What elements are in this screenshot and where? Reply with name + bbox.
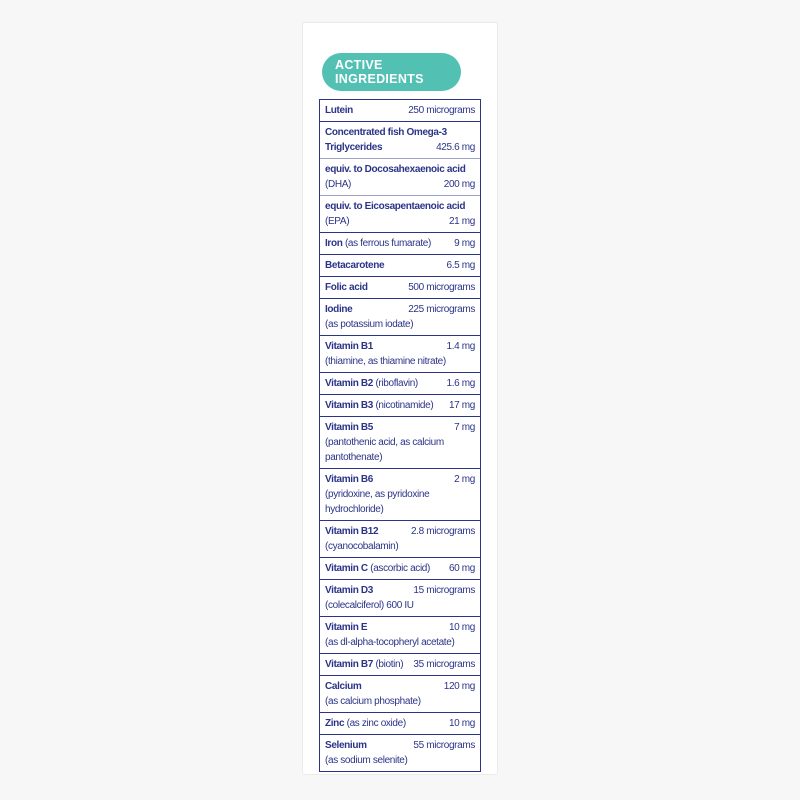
table-row: Vitamin D3 15 micrograms (colecalciferol)… [320, 579, 480, 616]
active-ingredients-badge: ACTIVE INGREDIENTS [322, 53, 461, 91]
ingredient-name: Vitamin B6 [325, 474, 373, 485]
ingredient-note: (as zinc oxide) [346, 718, 407, 729]
ingredient-note: (pyridoxine, as pyridoxine hydrochloride… [325, 489, 430, 515]
table-row: Calcium 120 mg (as calcium phosphate) [320, 675, 480, 712]
ingredient-name: Vitamin C [325, 563, 368, 574]
table-row: Vitamin B2 (riboflavin) 1.6 mg [320, 372, 480, 394]
ingredient-amount: 2 mg [454, 474, 475, 485]
ingredient-note: (as potassium iodate) [325, 319, 414, 330]
table-row: Vitamin B3 (nicotinamide) 17 mg [320, 394, 480, 416]
ingredient-note: (ascorbic acid) [370, 563, 431, 574]
ingredient-note: (as dl-alpha-tocopheryl acetate) [325, 637, 455, 648]
ingredient-amount: 200 mg [443, 179, 476, 190]
ingredient-note: (as sodium selenite) [325, 755, 408, 766]
table-row: Selenium 55 micrograms (as sodium selenit… [320, 734, 480, 771]
table-row: Vitamin B5 7 mg (pantothenic acid, as cal… [320, 416, 480, 468]
ingredient-name: Vitamin B1 [325, 341, 373, 352]
ingredient-name: Selenium [325, 740, 367, 751]
table-row: Vitamin B12 2.8 micrograms (cyanocobalami… [320, 520, 480, 557]
table-row: Folic acid 500 micrograms [320, 276, 480, 298]
product-label-panel: ACTIVE INGREDIENTS Lutein 250 micrograms… [302, 22, 498, 775]
ingredient-amount: 15 micrograms [413, 585, 475, 596]
ingredient-name: Triglycerides [325, 142, 383, 153]
badge-line-1: ACTIVE [335, 58, 383, 72]
ingredient-amount: 425.6 mg [436, 142, 475, 153]
table-row: Iodine 225 micrograms (as potassium iodat… [320, 298, 480, 335]
table-row: Betacarotene 6.5 mg [320, 254, 480, 276]
table-row: Vitamin B7 (biotin) 35 micrograms [320, 653, 480, 675]
ingredient-name: Vitamin B5 [325, 422, 373, 433]
ingredient-name: Vitamin B12 [325, 526, 379, 537]
ingredient-note: (colecalciferol) 600 IU [325, 600, 414, 611]
ingredient-amount: 10 mg [448, 718, 475, 729]
ingredient-note: (riboflavin) [375, 378, 418, 389]
ingredient-name: Iron [325, 238, 343, 249]
ingredient-note: (cyanocobalamin) [325, 541, 399, 552]
ingredient-name: Betacarotene [325, 260, 385, 271]
ingredient-name: equiv. to Docosahexaenoic acid [325, 164, 466, 175]
ingredient-amount: 9 mg [454, 238, 475, 249]
ingredient-name: Concentrated fish Omega-3 [325, 127, 447, 138]
table-row: equiv. to Docosahexaenoic acid (DHA) 200… [320, 158, 480, 195]
ingredient-amount: 1.6 mg [446, 378, 476, 389]
ingredient-amount: 120 mg [443, 681, 476, 692]
ingredient-name: Vitamin B2 [325, 378, 373, 389]
table-row: Iron (as ferrous fumarate) 9 mg [320, 232, 480, 254]
ingredient-amount: 6.5 mg [446, 260, 476, 271]
ingredient-amount: 250 micrograms [408, 105, 475, 116]
ingredient-name: Folic acid [325, 282, 368, 293]
ingredient-amount: 7 mg [454, 422, 475, 433]
ingredient-name: Vitamin D3 [325, 585, 373, 596]
ingredient-note: (biotin) [375, 659, 404, 670]
table-row: Lutein 250 micrograms [320, 100, 480, 121]
ingredient-amount: 500 micrograms [408, 282, 475, 293]
table-row: Vitamin C (ascorbic acid) 60 mg [320, 557, 480, 579]
ingredient-amount: 1.4 mg [446, 341, 476, 352]
table-row: Zinc (as zinc oxide) 10 mg [320, 712, 480, 734]
badge-line-2: INGREDIENTS [335, 72, 424, 86]
ingredient-amount: 35 micrograms [413, 659, 475, 670]
ingredient-amount: 10 mg [448, 622, 475, 633]
ingredient-note: (DHA) [325, 179, 352, 190]
ingredient-name: Vitamin E [325, 622, 368, 633]
ingredient-name: equiv. to Eicosapentaenoic acid [325, 201, 466, 212]
ingredients-table: Lutein 250 micrograms Concentrated fish O… [319, 99, 481, 772]
ingredient-amount: 17 mg [448, 400, 475, 411]
ingredient-amount: 225 micrograms [408, 304, 475, 315]
table-row: equiv. to Eicosapentaenoic acid (EPA) 21… [320, 195, 480, 232]
table-row: Vitamin B6 2 mg (pyridoxine, as pyridoxin… [320, 468, 480, 520]
ingredient-amount: 2.8 micrograms [410, 526, 475, 537]
ingredient-name: Zinc [325, 718, 345, 729]
ingredient-note: (thiamine, as thiamine nitrate) [325, 356, 446, 367]
ingredient-name: Vitamin B7 [325, 659, 373, 670]
table-row: Vitamin B1 1.4 mg (thiamine, as thiamine … [320, 335, 480, 372]
ingredient-note: (nicotinamide) [375, 400, 434, 411]
ingredient-amount: 60 mg [448, 563, 475, 574]
ingredient-name: Lutein [325, 105, 353, 116]
ingredient-name: Vitamin B3 [325, 400, 373, 411]
ingredient-name: Iodine [325, 304, 353, 315]
table-row: Vitamin E 10 mg (as dl-alpha-tocopheryl a… [320, 616, 480, 653]
ingredient-amount: 55 micrograms [413, 740, 475, 751]
ingredient-note: (pantothenic acid, as calcium pantothena… [325, 437, 444, 463]
ingredient-note: (EPA) [325, 216, 350, 227]
ingredient-name: Calcium [325, 681, 362, 692]
ingredient-note: (as ferrous fumarate) [344, 238, 431, 249]
ingredient-note: (as calcium phosphate) [325, 696, 421, 707]
table-row: Concentrated fish Omega-3 Triglycerides … [320, 121, 480, 158]
ingredient-amount: 21 mg [448, 216, 475, 227]
